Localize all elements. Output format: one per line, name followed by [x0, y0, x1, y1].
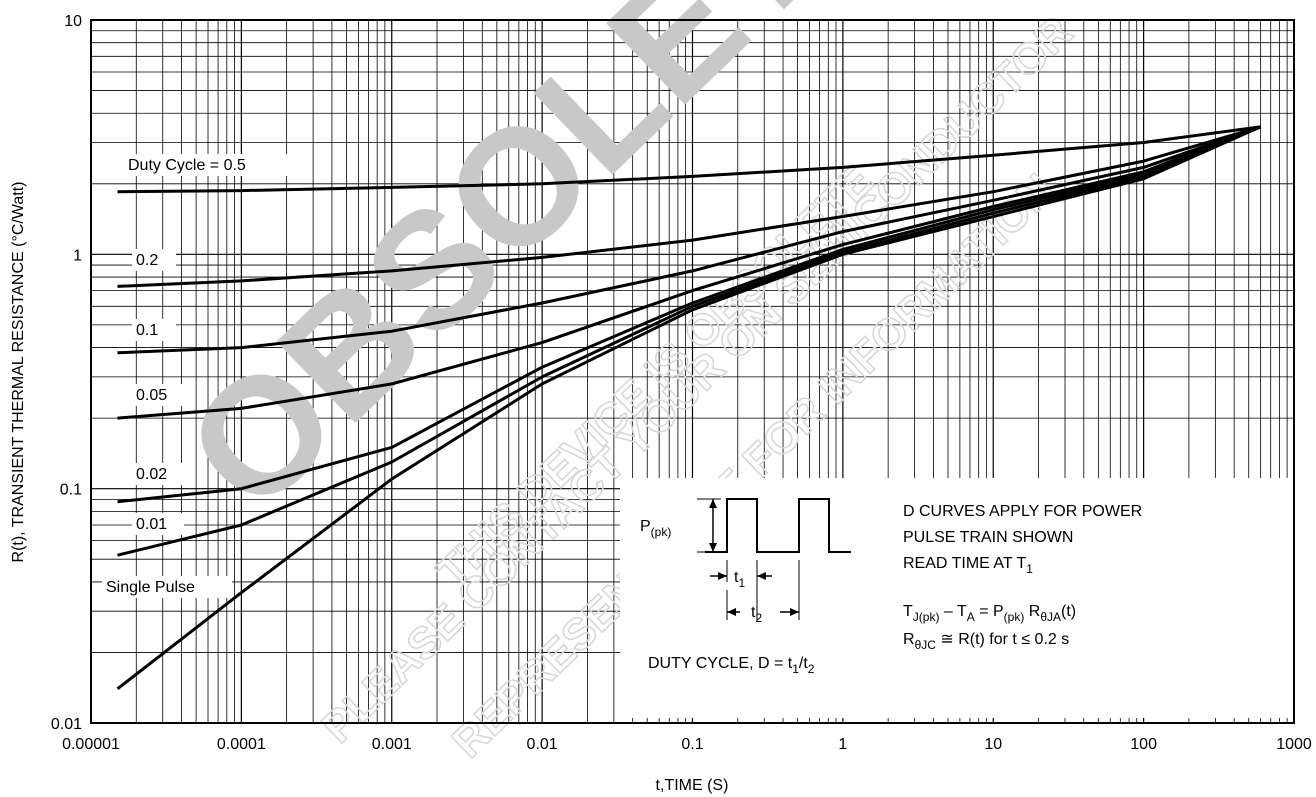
x-axis-label: t,TIME (S) [656, 777, 729, 794]
x-tick-label: 0.00001 [62, 736, 120, 753]
curve-label-6: 0.01 [136, 516, 167, 533]
note-line-1: D CURVES APPLY FOR POWER [903, 503, 1142, 520]
x-tick-label: 10 [984, 736, 1002, 753]
y-tick-label: 1 [73, 247, 82, 264]
x-tick-label: 100 [1130, 736, 1157, 753]
x-tick-label: 1000 [1276, 736, 1312, 753]
x-tick-label: 0.1 [681, 736, 703, 753]
curve-label-1: Duty Cycle = 0.5 [128, 157, 246, 174]
curve-label-3: 0.1 [136, 322, 158, 339]
curve-label-2: 0.2 [136, 252, 158, 269]
inset-panel: P(pk) t1 t2 DUTY CYCLE, D = t1/t2 D CURV… [620, 478, 1314, 718]
x-tick-label: 1 [838, 736, 847, 753]
y-axis-label: R(t), TRANSIENT THERMAL RESISTANCE (°C/W… [10, 182, 27, 563]
note-line-2: PULSE TRAIN SHOWN [903, 529, 1073, 546]
curve-label-5: 0.02 [136, 466, 167, 483]
y-tick-label: 0.1 [60, 482, 82, 499]
x-tick-label: 0.01 [527, 736, 558, 753]
curve-2 [118, 127, 1261, 287]
y-tick-label: 0.01 [51, 716, 82, 733]
y-tick-label: 10 [64, 13, 82, 30]
curve-label-7: Single Pulse [106, 579, 195, 596]
x-tick-label: 0.0001 [217, 736, 266, 753]
curve-label-4: 0.05 [136, 387, 167, 404]
x-tick-label: 0.001 [372, 736, 412, 753]
